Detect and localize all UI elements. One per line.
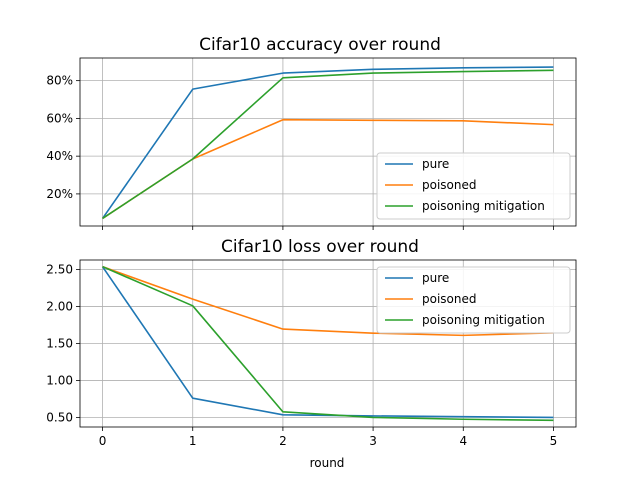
x-axis-label: round xyxy=(310,456,345,470)
legend-label: poisoned xyxy=(422,292,477,306)
legend-label: poisoned xyxy=(422,178,477,192)
legend-label: poisoning mitigation xyxy=(422,199,545,213)
loss-chart-title: Cifar10 loss over round xyxy=(221,237,419,257)
y-tick-label: 2.50 xyxy=(46,263,73,277)
y-tick-label: 1.50 xyxy=(46,337,73,351)
x-tick-label: 5 xyxy=(550,434,558,448)
x-tick-label: 2 xyxy=(279,434,287,448)
y-tick-label: 2.00 xyxy=(46,300,73,314)
x-tick-label: 1 xyxy=(189,434,197,448)
legend-label: poisoning mitigation xyxy=(422,313,545,327)
legend-box xyxy=(376,152,571,220)
series-line-poisoning-mitigation xyxy=(102,69,554,220)
loss-subplot: Cifar10 loss over round round 0 1 2 3 4 5 0.50… xyxy=(46,237,577,470)
axes-frame xyxy=(79,57,577,227)
y-tick-label: 0.50 xyxy=(46,410,73,424)
y-tick-label: 60% xyxy=(46,111,73,125)
y-tick-label: 40% xyxy=(46,149,73,163)
series-line-poisoned xyxy=(102,265,554,337)
accuracy-chart-title: Cifar10 accuracy over round xyxy=(199,35,441,55)
series-line-poisoning-mitigation xyxy=(102,265,554,422)
x-tick-label: 3 xyxy=(369,434,377,448)
legend: pure poisoned poisoning mitigation xyxy=(376,266,571,334)
x-tick-label: 0 xyxy=(99,434,107,448)
y-tick-label: 80% xyxy=(46,74,73,88)
accuracy-subplot: Cifar10 accuracy over round 20% 40% 60% 80%… xyxy=(46,35,577,230)
legend-box xyxy=(376,266,571,334)
x-tick-label: 4 xyxy=(459,434,467,448)
legend-label: pure xyxy=(422,157,449,171)
legend-label: pure xyxy=(422,271,449,285)
y-tick-label: 20% xyxy=(46,187,73,201)
legend: pure poisoned poisoning mitigation xyxy=(376,152,571,220)
y-tick-label: 1.00 xyxy=(46,373,73,387)
axes-frame xyxy=(79,259,577,428)
series-line-pure xyxy=(101,66,554,219)
